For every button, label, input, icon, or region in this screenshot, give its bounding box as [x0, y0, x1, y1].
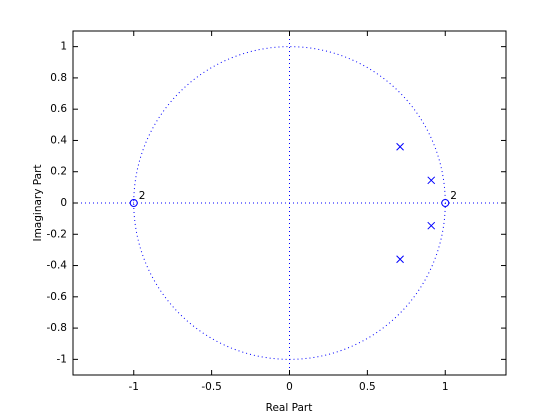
y-tick-label: -0.4 — [47, 260, 68, 272]
y-tick-label: -0.6 — [47, 291, 68, 303]
zero-marker — [129, 199, 138, 207]
pole-marker — [427, 176, 436, 185]
y-tick-label: -0.2 — [47, 228, 68, 240]
multiplicity-label: 2 — [139, 190, 146, 202]
pole-marker — [427, 221, 436, 230]
unit-circle — [133, 46, 446, 360]
y-tick-label: 0.2 — [50, 166, 67, 178]
x-tick-label: -1 — [129, 381, 139, 393]
x-tick-label: -0.5 — [201, 381, 222, 393]
x-axis-label: Real Part — [266, 402, 313, 414]
y-tick-label: 0.4 — [50, 134, 67, 146]
multiplicity-label: 2 — [450, 190, 457, 202]
x-tick-label: 0.5 — [359, 381, 376, 393]
y-tick-label: 0 — [60, 197, 67, 209]
y-tick-label: 0.8 — [50, 72, 67, 84]
zero-marker — [441, 199, 450, 207]
y-tick-label: -0.8 — [47, 322, 68, 334]
pole-marker — [396, 255, 404, 264]
y-tick-label: 0.6 — [50, 103, 67, 115]
y-tick-label: 1 — [60, 41, 67, 53]
y-tick-label: -1 — [57, 353, 67, 365]
pole-marker — [396, 142, 404, 151]
y-axis-label: Imaginary Part — [32, 164, 44, 241]
x-tick-label: 1 — [442, 381, 449, 393]
x-tick-label: 0 — [286, 381, 293, 393]
